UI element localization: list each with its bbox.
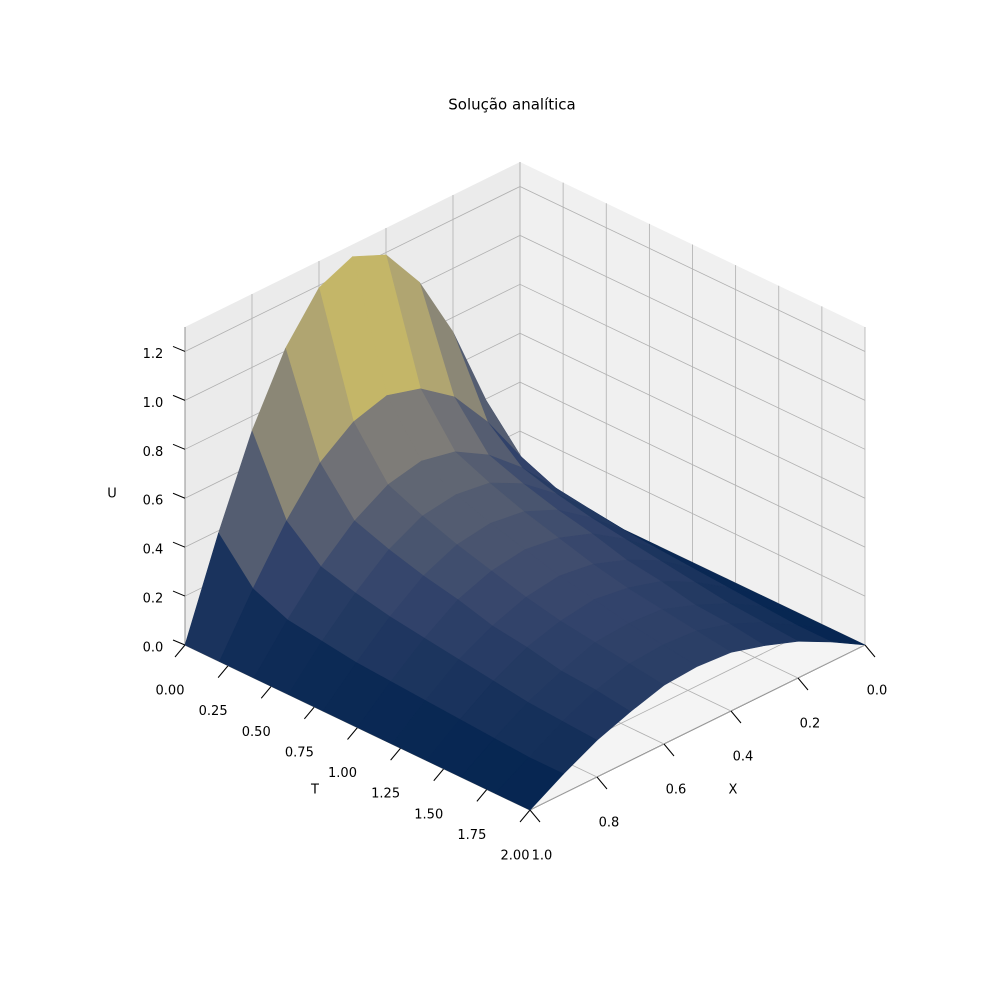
z-tick-label: 1.0 xyxy=(143,396,164,411)
tick-mark xyxy=(519,809,531,823)
t-tick-label: 1.75 xyxy=(457,828,486,843)
t-tick-label: 0.00 xyxy=(156,684,185,699)
t-tick-label: 0.50 xyxy=(242,725,271,740)
chart-title: Solução analítica xyxy=(448,96,575,114)
tick-mark xyxy=(217,665,229,678)
x-axis-label: X xyxy=(729,783,738,798)
grid-line xyxy=(519,186,866,352)
tick-mark xyxy=(347,727,358,740)
t-tick-label: 0.75 xyxy=(285,745,314,760)
tick-mark xyxy=(172,541,186,548)
tick-mark xyxy=(864,644,876,658)
t-axis-label: T xyxy=(310,783,319,798)
x-tick-label: 0.4 xyxy=(733,750,754,765)
z-tick-label: 0.8 xyxy=(143,445,164,460)
x-tick-label: 1.0 xyxy=(532,849,553,864)
grid-line xyxy=(519,430,866,597)
tick-mark xyxy=(596,776,608,790)
t-tick-label: 1.25 xyxy=(371,787,400,802)
z-tick-label: 0.0 xyxy=(143,641,164,656)
tick-mark xyxy=(303,706,315,720)
tick-mark xyxy=(174,644,186,658)
grid-line xyxy=(519,381,866,548)
grid-line xyxy=(519,332,866,499)
tick-mark xyxy=(172,346,186,352)
x-tick-label: 0.8 xyxy=(599,816,620,831)
t-tick-label: 1.50 xyxy=(414,807,443,822)
tick-mark xyxy=(730,710,742,724)
z-axis-label: U xyxy=(107,487,117,502)
z-tick-label: 0.2 xyxy=(143,592,164,607)
tick-mark xyxy=(260,685,272,699)
tick-mark xyxy=(172,394,186,401)
surface-patch xyxy=(495,757,564,811)
tick-mark xyxy=(172,639,186,646)
t-tick-label: 0.25 xyxy=(199,704,228,719)
t-tick-label: 1.00 xyxy=(328,766,357,781)
tick-mark xyxy=(529,809,541,823)
tick-mark xyxy=(433,768,445,782)
x-tick-label: 0.2 xyxy=(800,717,821,732)
z-tick-label: 0.6 xyxy=(143,494,164,509)
grid-line xyxy=(519,235,866,401)
tick-mark xyxy=(390,747,402,761)
tick-mark xyxy=(172,443,186,450)
grid-line xyxy=(529,644,866,811)
x-tick-label: 0.0 xyxy=(867,684,888,699)
t-tick-label: 2.00 xyxy=(501,849,530,864)
tick-mark xyxy=(172,590,186,597)
x-tick-label: 0.6 xyxy=(666,783,687,798)
z-tick-label: 0.4 xyxy=(143,543,164,558)
tick-mark xyxy=(797,677,809,691)
z-tick-label: 1.2 xyxy=(143,347,164,362)
tick-mark xyxy=(172,492,186,499)
grid-line xyxy=(519,283,866,450)
tick-mark xyxy=(663,743,675,757)
tick-mark xyxy=(476,789,488,802)
